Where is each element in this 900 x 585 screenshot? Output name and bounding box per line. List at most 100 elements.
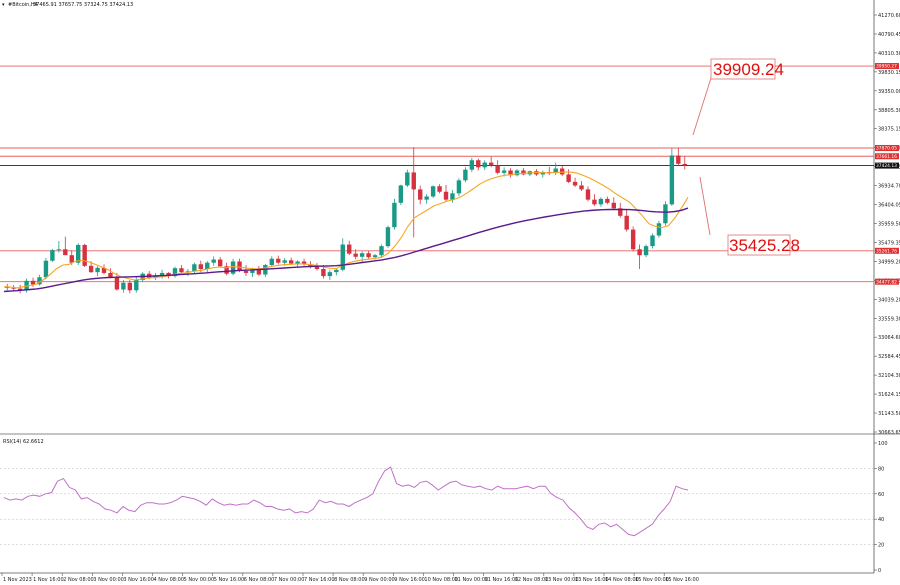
level-tag (875, 145, 899, 152)
candle-body (334, 269, 339, 273)
candle-body (456, 180, 462, 194)
price-tick-label: 34039.20 (878, 297, 900, 303)
time-tick-label: 15 Nov 00:00 (635, 577, 669, 583)
candle-body (288, 260, 294, 264)
price-tick-label: 41270.60 (878, 13, 900, 19)
symbol-label: #Bitcoin,H4 (8, 2, 38, 8)
candle-body (134, 280, 139, 291)
level-tag (875, 153, 899, 160)
horizontal-levels (0, 65, 874, 283)
candle-body (366, 253, 371, 258)
candle-body (17, 288, 23, 291)
candle-body (276, 258, 281, 263)
rsi-tick-label: 0 (878, 568, 881, 574)
candle-body (321, 268, 326, 277)
candle-body (585, 189, 591, 200)
candle-body (437, 186, 442, 192)
candle-body (398, 185, 404, 203)
time-tick-label: 11 Nov 16:00 (485, 577, 519, 583)
candle-body (166, 272, 171, 277)
candle-body (237, 261, 242, 271)
moving-average-line (3, 171, 689, 289)
candle-body (88, 265, 94, 273)
time-tick-label: 15 Nov 16:00 (665, 577, 699, 583)
candle-body (30, 280, 36, 285)
candle-body (488, 162, 494, 166)
level-tag-text: 37661.16 (876, 154, 897, 160)
candles-group (5, 147, 687, 294)
price-tick-label: 36934.70 (878, 184, 900, 190)
upper-annotation-box (710, 58, 776, 80)
candle-body (611, 202, 616, 209)
time-axis-labels: 1 Nov 2023 1 Nov 16:00 2 Nov 08:00 3 Nov 00… (1, 573, 699, 583)
level-tag-text: 39950.27 (876, 64, 897, 70)
price-tick-label: 34999.20 (878, 259, 900, 265)
time-tick-label: 7 Nov 16:00 (304, 577, 335, 583)
rsi-pane[interactable] (0, 435, 874, 573)
time-tick-label: 9 Nov 00:00 (364, 577, 395, 583)
candle-body (63, 249, 68, 256)
candle-body (411, 172, 416, 190)
candle-body (230, 261, 236, 274)
lower-annotation-pointer (699, 176, 711, 236)
price-tick-label: 38375.15 (878, 127, 900, 133)
candle-body (295, 261, 300, 264)
candle-body (359, 253, 365, 257)
price-tick-label: 30663.65 (878, 430, 900, 436)
moving-averages (3, 171, 689, 293)
candle-body (463, 169, 468, 181)
time-tick-label: 13 Nov 16:00 (575, 577, 609, 583)
candle-body (308, 264, 313, 267)
price-tick-label: 31143.50 (878, 411, 900, 417)
level-tag (875, 247, 899, 254)
candle-body (101, 267, 107, 273)
time-tick-label: 3 Nov 16:00 (123, 577, 154, 583)
candle-body (243, 270, 249, 273)
candle-body (572, 181, 578, 186)
candle-body (11, 287, 16, 289)
time-tick-label: 10 Nov 08:00 (424, 577, 458, 583)
candle-body (385, 227, 391, 247)
candle-body (676, 155, 681, 164)
candle-body (598, 198, 604, 205)
candle-body (185, 271, 191, 273)
candle-body (566, 174, 571, 182)
candle-body (269, 258, 274, 266)
rsi-tick-label: 100 (878, 441, 888, 447)
lower-target-value: 35425.28 (729, 236, 800, 255)
chart-menu-icon[interactable]: ▾ (2, 2, 5, 8)
candle-body (108, 272, 113, 278)
candle-body (682, 163, 687, 166)
time-tick-label: 9 Nov 16:00 (394, 577, 425, 583)
rsi-group (0, 466, 874, 545)
candle-body (605, 198, 610, 203)
candle-body (495, 165, 500, 173)
level-tag-text: 34477.82 (876, 279, 897, 285)
candle-body (224, 266, 229, 274)
candle-body (618, 208, 623, 216)
candle-body (443, 191, 449, 200)
time-tick-label: 7 Nov 00:00 (274, 577, 305, 583)
time-tick-label: 6 Nov 08:00 (244, 577, 275, 583)
moving-average-line (3, 207, 689, 293)
candle-body (482, 162, 487, 168)
candle-body (501, 170, 507, 173)
candle-body (347, 244, 352, 254)
candle-body (205, 262, 210, 269)
rsi-tick-label: 20 (878, 543, 884, 549)
candle-body (643, 246, 649, 256)
time-tick-label: 8 Nov 08:00 (334, 577, 365, 583)
candle-body (418, 189, 423, 200)
candle-body (430, 186, 436, 197)
level-tags: 39950.27 37870.05 37661.16 37424.13 35261.76… (875, 63, 899, 285)
price-tick-label: 31624.15 (878, 392, 900, 398)
rsi-header: RSI(14) 62.6612 (3, 439, 44, 445)
candle-body (650, 235, 655, 247)
candle-body (450, 193, 455, 200)
candle-body (37, 277, 42, 285)
candle-body (127, 282, 133, 291)
candle-body (121, 282, 126, 290)
time-tick-label: 5 Nov 16:00 (214, 577, 245, 583)
time-tick-label: 11 Nov 00:00 (455, 577, 489, 583)
